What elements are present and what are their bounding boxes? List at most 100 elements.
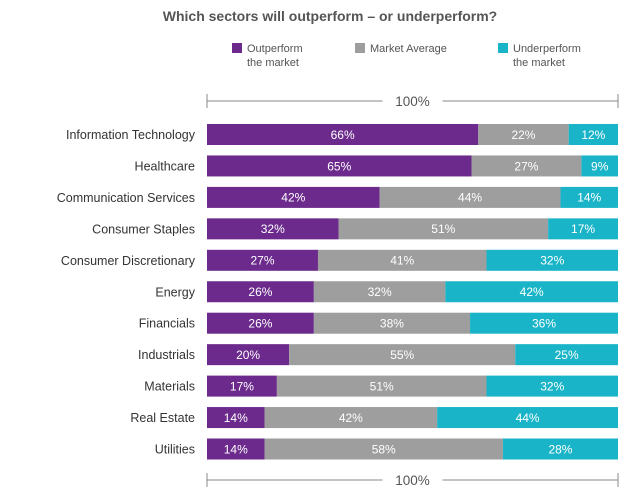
data-label-underperform-the-market: 28% (548, 442, 572, 456)
bar-segment-market-average (313, 281, 446, 303)
data-label-underperform-the-market: 32% (540, 254, 564, 268)
bar-segment-market-average (264, 438, 503, 460)
category-label-energy: Energy (155, 285, 195, 299)
bar-segment-underperform-the-market (486, 375, 618, 397)
bar-segment-underperform-the-market (515, 344, 618, 366)
data-label-outperform-the-market: 26% (248, 317, 272, 331)
bar-segment-underperform-the-market (568, 124, 618, 145)
bar-row-utilities: 14% 58% 28% (207, 438, 618, 460)
bar-segment-market-average (478, 124, 569, 145)
data-label-outperform-the-market: 14% (224, 411, 248, 425)
bar-row-consumer-staples: 32% 51% 17% (207, 218, 618, 240)
legend-label: the market (513, 57, 565, 69)
data-label-market-average: 32% (368, 285, 392, 299)
bar-row-materials: 17% 51% 32% (207, 375, 618, 397)
data-label-underperform-the-market: 12% (581, 128, 605, 142)
total-label: 100% (395, 473, 430, 488)
top-total-bracket: 100% (206, 94, 619, 109)
data-label-market-average: 51% (431, 222, 455, 236)
data-label-outperform-the-market: 42% (281, 191, 305, 205)
bar-segment-outperform-the-market (207, 438, 265, 460)
legend-item-outperform-the-market: Outperform the market (232, 43, 303, 69)
data-label-outperform-the-market: 17% (230, 379, 254, 393)
bar-segment-market-average (379, 186, 561, 208)
bar-row-consumer-discretionary: 27% 41% 32% (207, 249, 618, 271)
bar-segment-outperform-the-market (207, 407, 265, 429)
category-label-healthcare: Healthcare (135, 159, 195, 173)
data-label-underperform-the-market: 44% (516, 411, 540, 425)
legend-label: the market (247, 57, 299, 69)
category-label-consumer-staples: Consumer Staples (92, 222, 195, 236)
bar-segment-market-average (317, 249, 487, 271)
data-label-market-average: 22% (511, 128, 535, 142)
data-label-market-average: 38% (380, 317, 404, 331)
category-label-industrials: Industrials (138, 348, 195, 362)
data-label-market-average: 41% (390, 254, 414, 268)
category-label-real-estate: Real Estate (130, 411, 195, 425)
data-label-outperform-the-market: 26% (248, 285, 272, 299)
data-label-outperform-the-market: 14% (224, 442, 248, 456)
data-label-market-average: 55% (390, 348, 414, 362)
bar-segment-market-average (471, 155, 582, 177)
bar-segment-outperform-the-market (207, 281, 314, 303)
category-label-utilities: Utilities (155, 443, 195, 457)
bar-segment-outperform-the-market (207, 186, 380, 208)
bottom-total-bracket: 100% (206, 473, 619, 488)
legend-item-market-average: Market Average (355, 43, 447, 55)
bar-segment-underperform-the-market (437, 407, 618, 429)
bar-segment-outperform-the-market (207, 124, 479, 145)
category-label-communication-services: Communication Services (57, 191, 195, 205)
legend-item-underperform-the-market: Underperform the market (498, 43, 581, 69)
data-label-underperform-the-market: 17% (571, 222, 595, 236)
bar-segment-underperform-the-market (486, 249, 618, 271)
bar-row-energy: 26% 32% 42% (207, 281, 618, 303)
bar-row-real-estate: 14% 42% 44% (207, 407, 618, 429)
bar-segment-market-average (276, 375, 487, 397)
data-label-underperform-the-market: 14% (577, 191, 601, 205)
legend: Outperform the market Market Average Underp… (232, 43, 581, 69)
chart-title: Which sectors will outperform – or under… (163, 8, 497, 24)
legend-swatch (498, 43, 508, 53)
bar-segment-outperform-the-market (207, 218, 339, 240)
bar-segment-underperform-the-market (470, 312, 618, 334)
total-label: 100% (395, 94, 430, 109)
data-label-market-average: 27% (514, 159, 538, 173)
legend-label: Underperform (513, 43, 581, 55)
bar-row-communication-services: 42% 44% 14% (207, 186, 618, 208)
bar-segment-underperform-the-market (502, 438, 618, 460)
data-label-outperform-the-market: 32% (261, 222, 285, 236)
bar-segment-market-average (264, 407, 438, 429)
data-label-underperform-the-market: 25% (555, 348, 579, 362)
category-label-materials: Materials (144, 380, 195, 394)
bar-row-healthcare: 65% 27% 9% (207, 155, 618, 177)
data-label-market-average: 42% (339, 411, 363, 425)
bar-segment-market-average (338, 218, 549, 240)
bar-row-information-technology: 66% 22% 12% (207, 124, 618, 145)
bar-segment-outperform-the-market (207, 312, 314, 334)
legend-label: Outperform (247, 43, 303, 55)
bar-segment-market-average (313, 312, 471, 334)
data-label-outperform-the-market: 65% (327, 159, 351, 173)
bar-segment-underperform-the-market (560, 186, 618, 208)
legend-swatch (232, 43, 242, 53)
data-label-market-average: 51% (370, 379, 394, 393)
data-label-market-average: 58% (372, 442, 396, 456)
category-label-consumer-discretionary: Consumer Discretionary (61, 254, 196, 268)
legend-swatch (355, 43, 365, 53)
bar-segment-outperform-the-market (207, 375, 277, 397)
bar-segment-underperform-the-market (445, 281, 618, 303)
data-label-outperform-the-market: 20% (236, 348, 260, 362)
data-label-market-average: 44% (458, 191, 482, 205)
bar-segment-underperform-the-market (581, 155, 618, 177)
bar-segment-outperform-the-market (207, 155, 472, 177)
legend-label: Market Average (370, 43, 447, 55)
category-label-financials: Financials (139, 317, 195, 331)
data-label-outperform-the-market: 66% (331, 128, 355, 142)
bar-row-financials: 26% 38% 36% (207, 312, 618, 334)
bar-segment-outperform-the-market (207, 249, 318, 271)
data-label-underperform-the-market: 42% (520, 285, 544, 299)
bar-row-industrials: 20% 55% 25% (207, 344, 618, 366)
data-label-outperform-the-market: 27% (250, 254, 274, 268)
